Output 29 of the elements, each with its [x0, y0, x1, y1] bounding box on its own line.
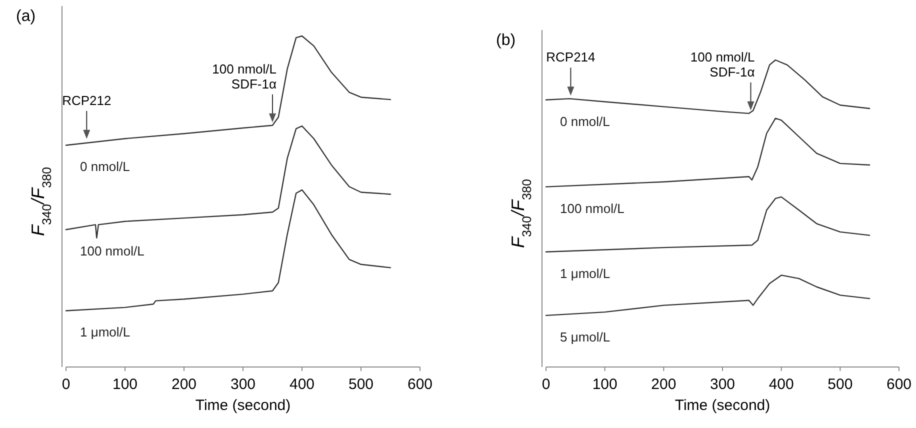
x-tick-label: 0: [62, 376, 70, 393]
x-tick-label: 500: [828, 376, 853, 393]
x-tick-label: 600: [407, 376, 433, 393]
annotation: RCP214: [546, 50, 596, 65]
annotation: 100 nmol/L SDF-1α: [212, 61, 277, 92]
x-tick-label: 600: [886, 376, 912, 393]
annotation: RCP212: [62, 92, 112, 108]
series-label: 5 μmol/L: [560, 329, 610, 344]
series-label: 0 nmol/L: [560, 114, 610, 129]
x-axis-title: Time (second): [195, 397, 291, 414]
x-tick-label: 300: [230, 376, 256, 393]
series-label: 0 nmol/L: [80, 159, 130, 174]
x-tick-label: 100: [592, 376, 618, 393]
series-label: 1 μmol/L: [560, 266, 610, 281]
chart-title: (b): [496, 32, 516, 49]
x-tick-label: 400: [289, 376, 315, 393]
x-axis-title: Time (second): [674, 397, 770, 414]
x-tick-label: 300: [710, 376, 736, 393]
x-tick-label: 500: [348, 376, 374, 393]
series-label: 100 nmol/L: [80, 244, 144, 259]
series-label: 1 μmol/L: [80, 324, 130, 340]
x-tick-label: 400: [768, 376, 794, 393]
chart-title: (a): [16, 8, 36, 25]
x-tick-label: 200: [651, 376, 676, 393]
x-tick-label: 200: [171, 376, 197, 393]
x-tick-label: 0: [542, 376, 550, 393]
x-tick-label: 100: [112, 376, 138, 393]
series-label: 100 nmol/L: [560, 200, 624, 216]
annotation: 100 nmol/L SDF-1α: [690, 49, 756, 80]
